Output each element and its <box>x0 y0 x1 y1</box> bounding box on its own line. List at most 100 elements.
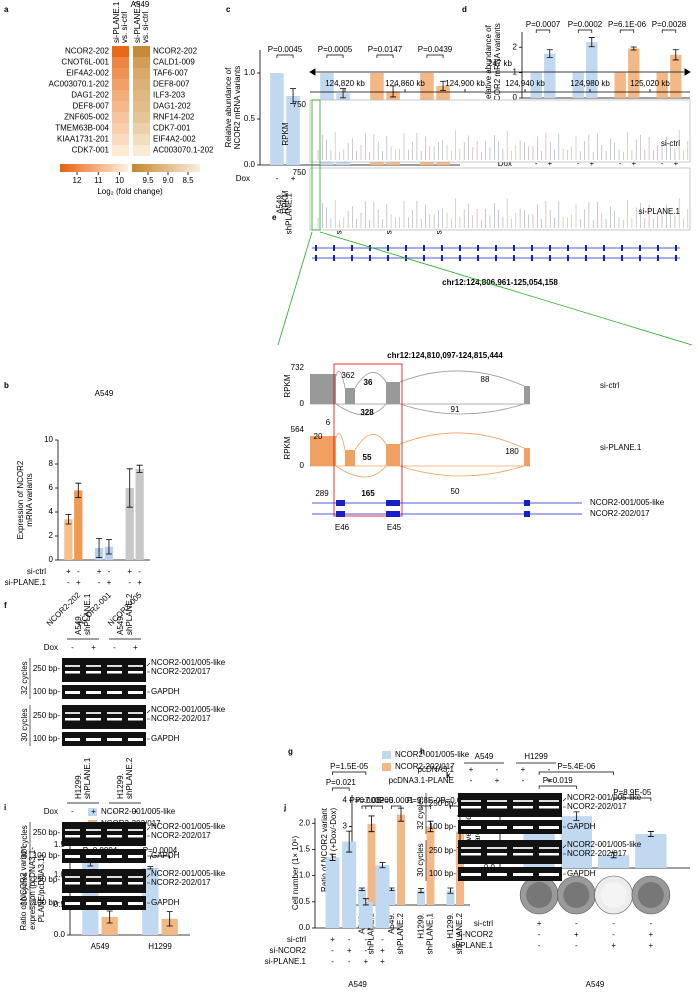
sign: - <box>276 174 279 183</box>
track-max: 732 <box>291 363 305 372</box>
p-value: P=0.019 <box>543 776 574 785</box>
marker-label: 250 bp- <box>429 846 456 855</box>
significance-bracket <box>577 29 593 33</box>
sign: + <box>97 567 102 576</box>
exon <box>387 255 389 261</box>
bar <box>125 488 134 560</box>
significance-bracket <box>538 771 614 775</box>
legend-label: NCOR2-001/005-like <box>101 807 176 816</box>
band-label: NCOR2-001/005-like <box>567 840 642 849</box>
gel-band <box>65 829 80 831</box>
panel-letter: e <box>272 213 277 222</box>
gel-strip <box>62 658 146 682</box>
colorbar-label: 9.0 <box>162 176 174 185</box>
error-bar <box>346 830 353 853</box>
sign: + <box>107 578 112 587</box>
sign: - <box>496 765 499 774</box>
sign: + <box>589 159 594 168</box>
exon <box>495 255 497 261</box>
row-label: Dox <box>44 807 58 816</box>
error-bar <box>672 49 679 61</box>
sign: - <box>612 919 615 928</box>
column-header: si-PLANE.2 <box>133 1 142 43</box>
bar <box>74 490 83 560</box>
band-label: NCOR2-001/005-like <box>151 705 226 714</box>
sign: - <box>538 930 541 939</box>
category-label: H1299 <box>148 942 172 951</box>
significance-bracket <box>538 785 577 789</box>
y-tick-label: 10 <box>44 435 53 444</box>
track-name: si-PLANE.1 <box>639 207 681 216</box>
sign: - <box>348 935 351 944</box>
gel-band <box>539 853 559 856</box>
error-bar <box>573 811 580 821</box>
marker-label: 100 bp- <box>33 734 60 743</box>
cycle-label: 32 cycles <box>416 796 425 829</box>
band-label: NCOR2-202/017 <box>567 849 627 858</box>
track-axis-label: RPKM <box>281 122 290 145</box>
sign: + <box>495 776 500 785</box>
gel-band <box>513 800 533 802</box>
sign: + <box>631 159 636 168</box>
span-label: 247 kb <box>488 59 513 68</box>
sign: + <box>469 765 474 774</box>
bar <box>367 823 376 905</box>
exon <box>351 245 353 251</box>
colony-plate-inner <box>600 882 627 908</box>
significance-bracket <box>391 805 402 809</box>
bar <box>656 72 668 98</box>
transcript-label: NCOR2-001/005-like <box>590 498 665 507</box>
sign: + <box>66 567 71 576</box>
sign: + <box>537 919 542 928</box>
colony-plate-inner <box>526 882 553 908</box>
gel-band <box>86 718 101 721</box>
junction-count: 180 <box>505 447 519 456</box>
exon <box>477 245 479 251</box>
p-value: P=0.0005 <box>318 45 353 54</box>
column-header: vs. si-ctrl <box>120 11 129 43</box>
gel-band <box>513 873 533 876</box>
p-value: P=0.005 <box>440 796 471 805</box>
bar <box>416 890 425 905</box>
y-tick-label: 3 <box>343 822 348 831</box>
significance-bracket <box>661 29 677 33</box>
row-label: Dox <box>498 159 512 168</box>
y-axis-label: expression (pcDNA3.1- <box>28 847 37 930</box>
significance-bracket <box>619 29 635 33</box>
gene-label: RNF14-202 <box>153 113 195 122</box>
exon <box>603 245 605 251</box>
legend-swatch <box>88 808 97 816</box>
zoom-window <box>311 99 321 231</box>
gel-band <box>86 882 101 885</box>
p-value: P=0.0045 <box>268 45 303 54</box>
sign: - <box>108 567 111 576</box>
heat-cell <box>112 123 129 134</box>
gel-band <box>487 873 507 876</box>
p-value: P=0.0007 <box>526 20 561 29</box>
heat-cell <box>112 101 129 112</box>
exon <box>531 255 533 261</box>
gene-label: DAG1-202 <box>153 102 191 111</box>
group-label: shPLANE.1 <box>83 593 92 635</box>
row-label: Dox <box>44 643 58 652</box>
colorbar-label: 9.5 <box>142 176 154 185</box>
y-tick-label: 4 <box>49 507 54 516</box>
gel-band <box>487 806 507 809</box>
gel-band <box>513 853 533 856</box>
gel-band <box>86 665 101 667</box>
gel-band <box>65 712 80 714</box>
exon <box>639 245 641 251</box>
legend-label: NCOR2-202/017 <box>395 762 455 771</box>
panel-letter: g <box>288 747 293 756</box>
exon <box>657 255 659 261</box>
category-label: H1299. <box>416 913 425 939</box>
error-bar <box>105 539 112 555</box>
gel-band <box>86 738 101 741</box>
gene-label: NCOR2-202 <box>153 47 198 56</box>
gene-label: TMEM63B-004 <box>55 124 109 133</box>
significance-bracket <box>365 805 383 809</box>
track-min: 0 <box>300 461 305 470</box>
gel-band <box>86 876 101 878</box>
bar <box>628 48 640 98</box>
error-bar <box>379 862 386 869</box>
